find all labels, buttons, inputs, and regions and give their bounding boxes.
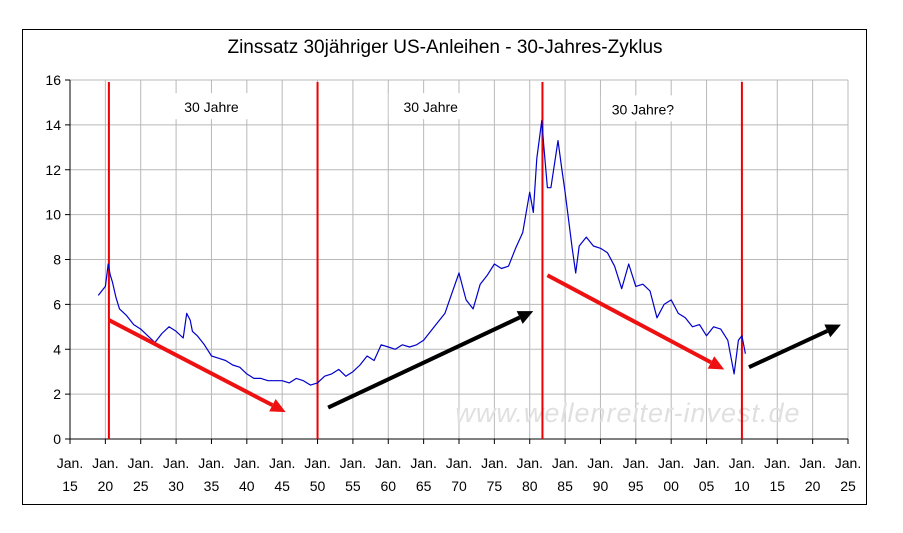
annotation-box [169,93,254,120]
x-tick-label-year: 20 [805,478,821,494]
x-tick-label-year: 65 [416,478,432,494]
annotation-label: 30 Jahre [184,99,239,115]
x-tick-label-year: 70 [451,478,467,494]
annotation-box [600,95,685,122]
y-tick-label: 6 [53,296,61,312]
chart-title: Zinssatz 30jähriger US-Anleihen - 30-Jah… [227,37,662,58]
x-tick-label-year: 85 [557,478,573,494]
x-tick-label-month: Jan. [693,455,719,471]
x-tick-label-year: 50 [310,478,326,494]
annotation-box [388,93,473,120]
x-tick-label-year: 95 [628,478,644,494]
x-tick-label-year: 40 [239,478,255,494]
black-trend-arrow [748,324,841,370]
x-tick-label-month: Jan. [835,455,861,471]
arrow-head [269,398,286,413]
arrow-head [516,311,534,324]
x-tick-label-month: Jan. [481,455,507,471]
x-tick-label-month: Jan. [375,455,401,471]
x-tick-label-month: Jan. [552,455,578,471]
x-tick-label-month: Jan. [127,455,153,471]
x-tick-label-year: 25 [840,478,856,494]
x-tick-label-month: Jan. [410,455,436,471]
axes: 0 2 4 6 8 10 12 14 16 Jan. 15 Jan. 20 Jan. 25 Jan. 30 Jan… [45,72,861,494]
arrow-shaft [107,318,274,407]
y-tick-label: 14 [45,117,61,133]
red-trend-arrow [107,318,286,413]
arrow-shaft [546,273,712,365]
x-tick-label-year: 20 [98,478,114,494]
arrow-shaft [327,315,521,410]
x-tick-label-year: 05 [699,478,715,494]
x-tick-label-month: Jan. [269,455,295,471]
x-tick-label-year: 15 [62,478,78,494]
x-tick-label-year: 75 [487,478,503,494]
y-tick-label: 10 [45,207,61,223]
series-line [97,119,746,386]
arrow-head [707,356,725,370]
watermark: www.wellenreiter-invest.de [455,398,800,428]
arrow-shaft [748,329,829,370]
x-tick-label-year: 60 [380,478,396,494]
series [97,119,746,386]
x-tick-label-year: 25 [133,478,149,494]
x-tick-label-month: Jan. [304,455,330,471]
arrow-head [824,324,841,338]
x-tick-label-month: Jan. [234,455,260,471]
annotations: 30 Jahre 30 Jahre 30 Jahre? [169,93,685,122]
x-tick-label-month: Jan. [516,455,542,471]
x-tick-label-month: Jan. [799,455,825,471]
x-tick-label-month: Jan. [340,455,366,471]
x-tick-label-year: 10 [734,478,750,494]
x-tick-label-month: Jan. [623,455,649,471]
x-tick-label-year: 55 [345,478,361,494]
x-tick-label-month: Jan. [163,455,189,471]
y-tick-label: 16 [45,72,61,88]
x-tick-label-year: 35 [204,478,220,494]
y-tick-label: 12 [45,162,61,178]
x-tick-label-month: Jan. [198,455,224,471]
red-trend-arrow [546,273,725,370]
annotation-label: 30 Jahre [403,99,458,115]
x-tick-label-year: 90 [593,478,609,494]
x-tick-label-month: Jan. [57,455,83,471]
x-tick-label-year: 30 [168,478,184,494]
trend-arrows [107,273,841,413]
x-tick-label-year: 15 [769,478,785,494]
y-tick-label: 0 [53,431,61,447]
annotation-label: 30 Jahre? [612,101,674,117]
x-tick-label-month: Jan. [587,455,613,471]
black-trend-arrow [327,311,534,410]
x-tick-label-month: Jan. [92,455,118,471]
x-tick-label-year: 80 [522,478,538,494]
x-tick-label-year: 45 [274,478,290,494]
x-tick-label-month: Jan. [446,455,472,471]
y-tick-label: 8 [53,252,61,268]
x-tick-label-month: Jan. [764,455,790,471]
x-tick-label-month: Jan. [658,455,684,471]
x-tick-label-month: Jan. [729,455,755,471]
x-tick-label-year: 00 [663,478,679,494]
grid [69,79,849,440]
chart-frame [22,29,867,505]
cycle-markers [107,82,743,439]
y-tick-label: 4 [53,341,61,357]
y-tick-label: 2 [53,386,61,402]
